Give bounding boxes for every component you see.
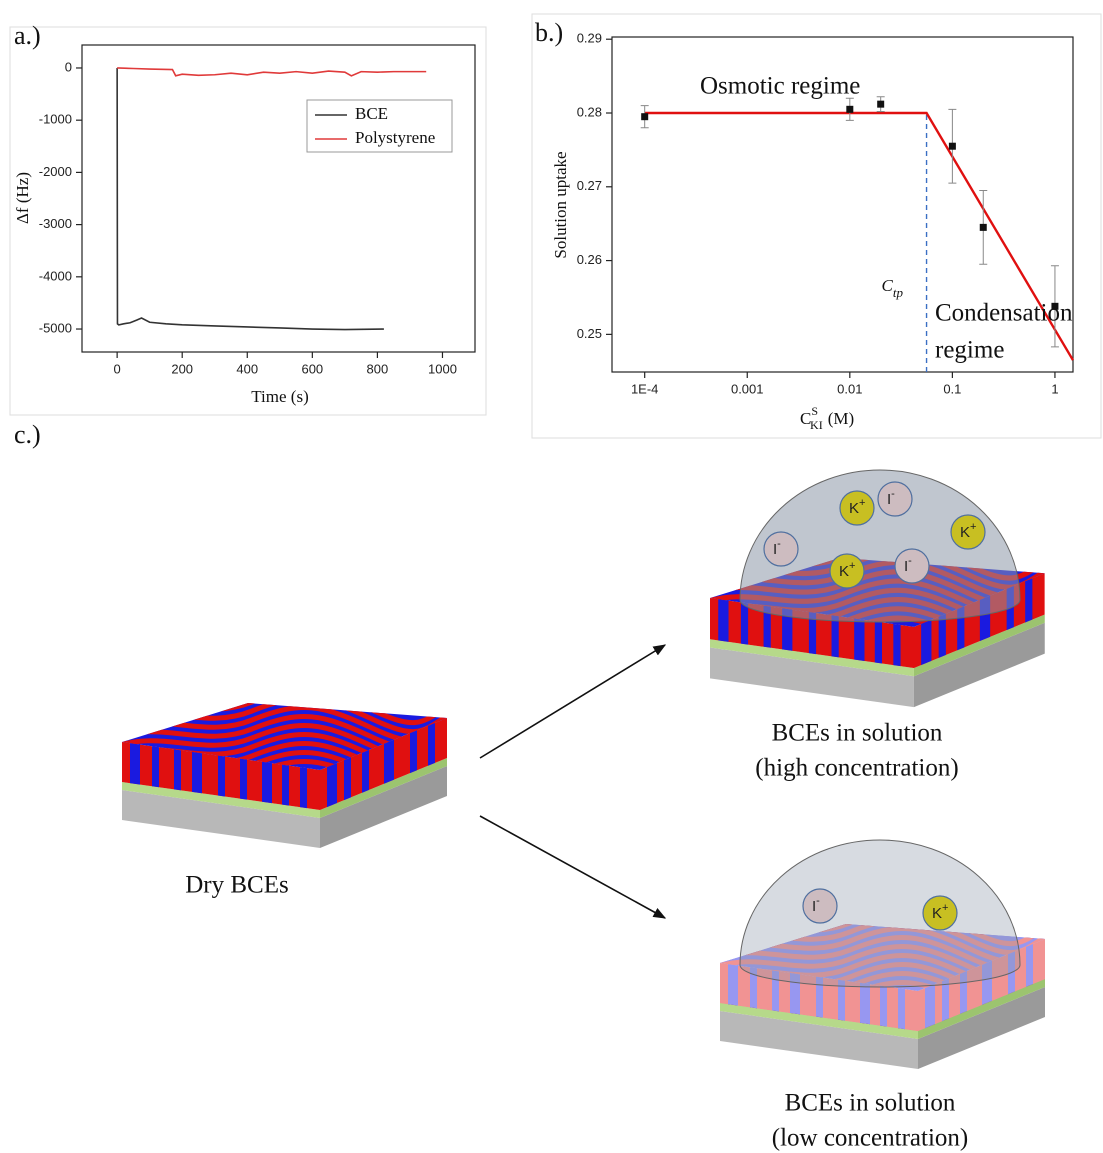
y-tick-label: -5000	[39, 320, 72, 335]
ion-charge: -	[816, 895, 820, 907]
y-tick-label: 0.25	[577, 326, 602, 341]
x-axis-title: Time (s)	[251, 387, 308, 406]
ion-charge: +	[849, 560, 855, 572]
x-tick-label: 1E-4	[631, 381, 658, 396]
solution-drop	[740, 840, 1020, 987]
y-axis-title: Solution uptake	[551, 151, 570, 258]
condition-label: BCEs in solution	[785, 1090, 956, 1117]
x-title-unit: (M)	[828, 409, 854, 428]
x-tick-label: 600	[301, 361, 323, 376]
x-tick-label: 800	[367, 361, 389, 376]
arrow	[480, 816, 665, 918]
y-tick-label: 0.28	[577, 104, 602, 119]
legend-label: BCE	[355, 104, 388, 123]
point	[980, 224, 987, 231]
ion-symbol: K	[960, 524, 970, 541]
x-tick-label: 0	[114, 361, 121, 376]
y-tick-label: -2000	[39, 164, 72, 179]
ion-charge: -	[777, 538, 781, 550]
bce-block	[112, 690, 462, 848]
annotation: regime	[935, 337, 1004, 364]
x-title-sub: KI	[810, 418, 823, 432]
annotation: Osmotic regime	[700, 73, 860, 100]
condition-label: (high concentration)	[755, 755, 958, 782]
point	[846, 106, 853, 113]
x-tick-label: 0.001	[731, 381, 764, 396]
x-tick-label: 1000	[428, 361, 457, 376]
ion-charge: -	[908, 555, 912, 567]
x-title-sup: S	[811, 404, 818, 418]
label-base: C	[882, 276, 894, 295]
ion-charge: -	[891, 488, 895, 500]
ion-charge: +	[942, 902, 948, 914]
x-tick-label: 0.1	[943, 381, 961, 396]
panel-label: b.)	[535, 18, 563, 47]
x-tick-label: 1	[1051, 381, 1058, 396]
ion-symbol: K	[839, 563, 849, 580]
series-line	[117, 68, 426, 76]
y-tick-label: 0.26	[577, 252, 602, 267]
y-tick-label: -1000	[39, 112, 72, 127]
point	[641, 113, 648, 120]
y-tick-label: -4000	[39, 268, 72, 283]
ion	[803, 889, 837, 923]
arrow	[480, 645, 665, 758]
plot-frame	[82, 45, 475, 352]
point	[949, 143, 956, 150]
dry-label: Dry BCEs	[185, 872, 288, 899]
ion	[895, 549, 929, 583]
ion-symbol: K	[849, 500, 859, 517]
y-axis-title: Δf (Hz)	[13, 172, 32, 224]
y-tick-label: 0.29	[577, 31, 602, 46]
condition-label: BCEs in solution	[772, 720, 943, 747]
y-tick-label: -3000	[39, 216, 72, 231]
annotation: Condensation	[935, 300, 1073, 327]
panel-label: a.)	[14, 21, 41, 50]
ion-charge: +	[970, 521, 976, 533]
condition-label: (low concentration)	[772, 1125, 968, 1152]
x-tick-label: 400	[236, 361, 258, 376]
ion-symbol: K	[932, 905, 942, 922]
x-tick-label: 200	[171, 361, 193, 376]
ion-charge: +	[859, 497, 865, 509]
ion	[878, 482, 912, 516]
panel-label: c.)	[14, 420, 41, 449]
label-sub: tp	[893, 285, 904, 300]
page: {"chart_data": [ {"type": "line", "panel…	[0, 0, 1103, 1153]
x-tick-label: 0.01	[837, 381, 862, 396]
transition-label: Ctp	[882, 276, 904, 300]
y-tick-label: 0	[65, 59, 72, 74]
point	[877, 101, 884, 108]
legend-label: Polystyrene	[355, 128, 435, 147]
y-tick-label: 0.27	[577, 178, 602, 193]
figure: a.) 0 200 400 600 800 1000 0 -1000 -2000 -3000 -400…	[0, 0, 1103, 1153]
ion	[764, 532, 798, 566]
